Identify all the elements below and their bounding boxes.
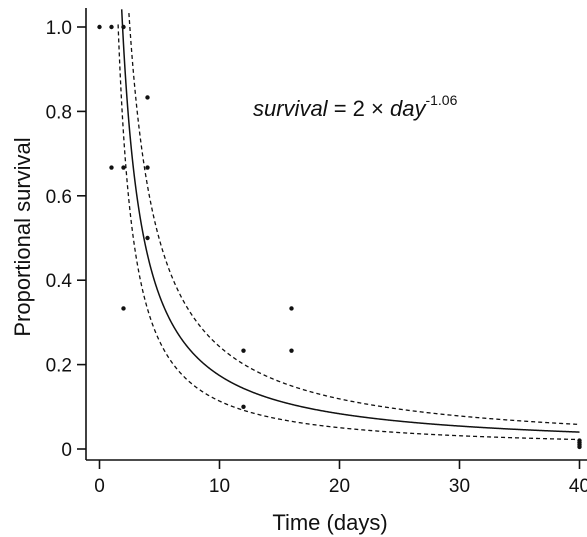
data-point [97,24,102,30]
data-points [97,24,582,450]
data-point [121,306,126,311]
data-point [577,444,582,450]
data-point [145,95,150,100]
data-point [121,165,126,170]
x-tick-label: 10 [209,476,230,497]
equation-operator: = 2 × [328,96,390,121]
equation-exponent: -1.06 [425,92,457,108]
y-tick-label: 0.6 [46,187,72,208]
equation-annotation: survival = 2 × day-1.06 [253,92,458,121]
data-point [241,404,246,409]
data-point [145,165,150,170]
fit-line-group [120,9,580,433]
x-tick-label: 30 [449,476,470,497]
data-point [289,348,294,353]
x-tick-label: 40 [569,476,587,497]
data-point [109,24,114,30]
data-point [241,348,246,353]
confidence-band-upper [128,12,580,426]
data-point [145,235,150,241]
x-ticks: 0 10 20 30 40 [94,460,587,497]
data-point [109,165,114,170]
x-tick-label: 0 [94,476,105,497]
y-tick-label: 1.0 [46,18,72,39]
y-tick-label: 0.8 [46,102,72,123]
x-tick-label: 20 [329,476,350,497]
fit-line [120,9,580,433]
equation-lhs: survival [253,96,329,121]
y-tick-label: 0.4 [46,271,73,292]
confidence-band-lower [117,24,580,441]
confidence-bands [117,12,580,441]
y-tick-label: 0.2 [46,356,72,377]
y-axis-title: Proportional survival [10,137,35,336]
equation-variable: day [390,96,427,121]
y-ticks: 0 0.2 0.4 0.6 0.8 1.0 [46,18,86,461]
x-axis-title: Time (days) [272,510,387,535]
y-tick-label: 0 [61,440,72,461]
axes [85,8,587,461]
data-point [121,24,126,30]
data-point [289,306,294,311]
